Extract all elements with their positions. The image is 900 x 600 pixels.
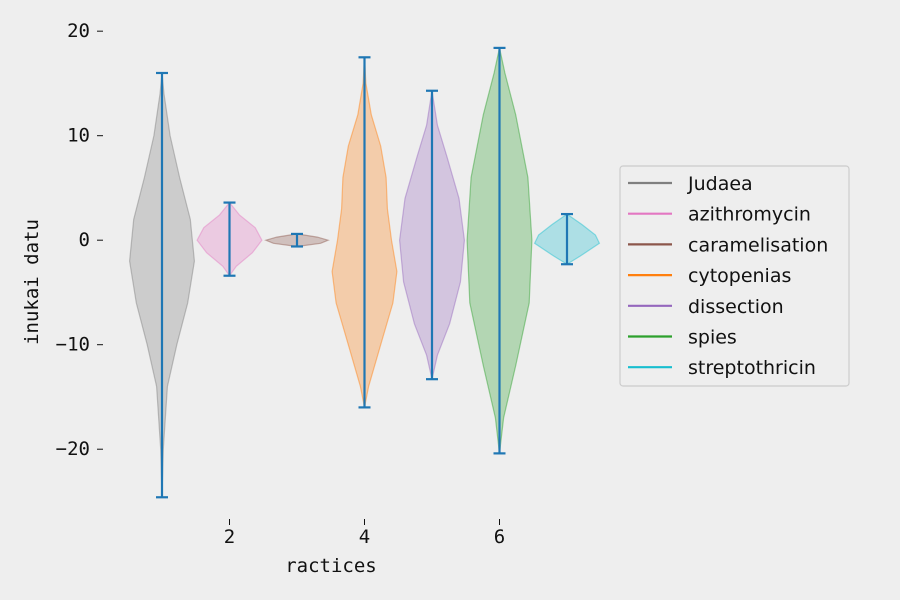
y-tick-label: 10	[67, 125, 90, 147]
legend-label-judaea: Judaea	[687, 173, 753, 195]
extrema-layer	[156, 46, 573, 499]
y-axis: −20 −10 0 10 20	[56, 20, 103, 460]
y-tick-label: 20	[67, 20, 90, 42]
legend-label-streptothricin: streptothricin	[688, 357, 816, 379]
legend-label-caramelisation: caramelisation	[688, 234, 828, 256]
y-tick-label: −20	[56, 438, 90, 460]
x-axis: 2 4 6	[224, 519, 505, 548]
y-tick-label: 0	[79, 229, 90, 251]
violins-layer	[128, 47, 601, 498]
y-axis-label: inukai datu	[21, 219, 43, 345]
x-tick-label: 6	[494, 526, 505, 548]
x-tick-label: 4	[359, 526, 370, 548]
y-tick-label: −10	[56, 334, 90, 356]
legend-label-dissection: dissection	[688, 296, 784, 318]
x-tick-label: 2	[224, 526, 235, 548]
x-axis-label: ractices	[285, 555, 377, 577]
legend-label-azithromycin: azithromycin	[688, 204, 811, 226]
legend-label-spies: spies	[688, 327, 737, 349]
legend-frame	[619, 165, 850, 387]
legend: Judaea azithromycin caramelisation cytopeni…	[619, 165, 850, 387]
legend-label-cytopenias: cytopenias	[688, 265, 791, 287]
